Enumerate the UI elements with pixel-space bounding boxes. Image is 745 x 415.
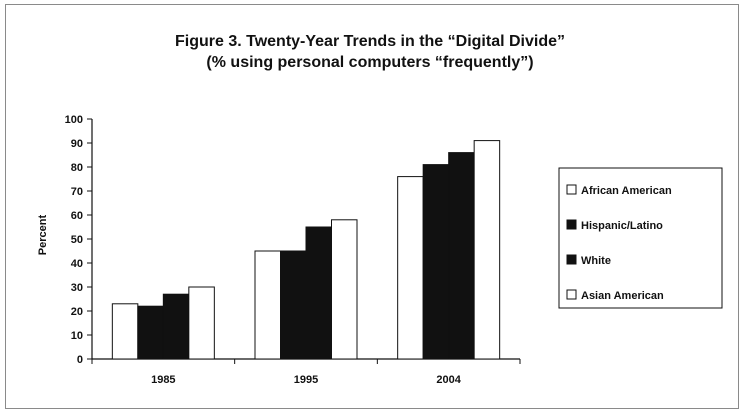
legend-swatch <box>566 289 577 300</box>
bar-hispanic-latino-1985 <box>137 305 164 360</box>
y-tick-label: 60 <box>71 210 83 222</box>
plot-area: 0 10 20 30 40 50 60 70 80 90 100 1985 1995 2004 <box>65 114 521 386</box>
chart-frame <box>5 4 739 409</box>
y-tick-label: 50 <box>71 234 83 246</box>
bar-hispanic-latino-2004 <box>422 164 450 360</box>
bar-hispanic-latino-1995 <box>280 250 307 360</box>
legend-label: African American <box>581 185 672 197</box>
chart-title-line-1: Figure 3. Twenty-Year Trends in the “Dig… <box>175 33 565 50</box>
legend-swatch <box>566 219 577 230</box>
x-tick-label: 2004 <box>436 374 461 386</box>
y-tick-label: 20 <box>71 306 83 318</box>
legend-label: White <box>581 255 611 267</box>
bar-asian-american-1995 <box>331 219 358 360</box>
legend: African American Hispanic/Latino White Asia… <box>558 167 723 309</box>
bar-african-american-1985 <box>111 303 139 360</box>
bar-white-1995 <box>305 226 332 360</box>
y-tick-label: 70 <box>71 186 83 198</box>
y-tick-label: 80 <box>71 162 83 174</box>
legend-label: Hispanic/Latino <box>581 220 663 232</box>
chart-title-line-2: (% using personal computers “frequently”… <box>206 54 533 71</box>
bar-white-1985 <box>162 293 190 360</box>
y-tick-label: 100 <box>65 114 83 126</box>
y-tick-label: 0 <box>77 354 83 366</box>
bar-african-american-2004 <box>397 176 424 360</box>
y-tick-label: 40 <box>71 258 83 270</box>
y-axis-title: Percent <box>37 214 49 255</box>
legend-swatch <box>566 184 577 195</box>
legend-label: Asian American <box>581 290 664 302</box>
legend-box <box>558 167 723 309</box>
y-tick-label: 90 <box>71 138 83 150</box>
bar-white-2004 <box>448 152 475 360</box>
x-tick-label: 1995 <box>294 374 318 386</box>
bar-asian-american-2004 <box>473 140 501 360</box>
y-tick-label: 30 <box>71 282 83 294</box>
x-tick-label: 1985 <box>151 374 175 386</box>
y-tick-label: 10 <box>71 330 83 342</box>
bar-asian-american-1985 <box>188 286 215 360</box>
bar-african-american-1995 <box>254 250 281 360</box>
legend-swatch <box>566 254 577 265</box>
